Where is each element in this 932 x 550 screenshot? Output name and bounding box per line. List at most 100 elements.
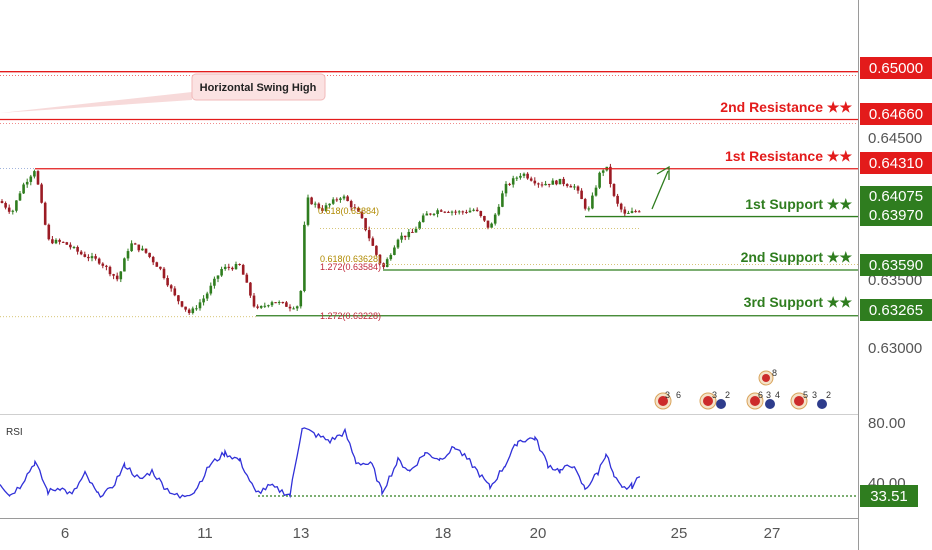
fib-label: 1.272(0.63228) <box>320 311 381 321</box>
candle-body <box>234 263 238 270</box>
candle-body <box>598 172 601 188</box>
level-badge-0.64660: 0.64660 <box>860 103 932 125</box>
candle-body <box>540 184 544 186</box>
candle-body <box>61 241 65 243</box>
candle-body <box>267 305 270 307</box>
candle-body <box>396 239 400 248</box>
candle-body <box>270 302 274 306</box>
candle-body <box>562 178 565 185</box>
candle-body <box>393 247 396 255</box>
svg-text:3: 3 <box>712 390 717 400</box>
candle-body <box>551 180 555 185</box>
time-tick: 18 <box>435 525 452 542</box>
candle-body <box>457 211 461 213</box>
candle-body <box>306 197 310 225</box>
candle-body <box>439 210 443 212</box>
candle-body <box>299 290 303 307</box>
candle-body <box>274 302 277 304</box>
candle-body <box>29 176 33 182</box>
candle-body <box>205 293 209 299</box>
candle-body <box>400 235 403 240</box>
candle-body <box>288 306 292 309</box>
candle-body <box>547 183 551 185</box>
candle-body <box>558 178 562 185</box>
event-badge[interactable]: 8 6 3 4 <box>746 368 780 410</box>
svg-text:6: 6 <box>758 390 763 400</box>
candle-body <box>537 183 540 185</box>
candle-body <box>259 305 263 308</box>
candle-body <box>630 211 634 213</box>
candle-body <box>573 186 576 188</box>
rsi-line <box>0 427 641 499</box>
candle-body <box>367 230 371 239</box>
candle-body <box>414 228 418 233</box>
candle-body <box>569 185 573 188</box>
candle-body <box>184 306 187 310</box>
candle-body <box>177 295 180 302</box>
time-tick: 13 <box>293 525 310 542</box>
level-badge-0.64075: 0.64075 <box>860 186 932 206</box>
event-badge[interactable]: 5 3 2 <box>790 390 831 410</box>
candle-body <box>123 258 126 272</box>
candle-body <box>47 224 51 240</box>
level-label-2nd-resistance: 2nd Resistance ★★ <box>720 99 852 115</box>
candle-body <box>231 267 234 270</box>
svg-text:3: 3 <box>812 390 817 400</box>
candle-body <box>324 205 328 211</box>
candle-body <box>252 295 256 307</box>
candle-body <box>15 200 18 211</box>
candle-body <box>115 275 119 280</box>
candle-body <box>0 201 4 204</box>
candle-body <box>522 173 526 176</box>
event-badge[interactable]: 3 6 <box>654 390 681 410</box>
candle-body <box>526 173 529 179</box>
candle-body <box>209 285 213 294</box>
candle-body <box>155 262 159 267</box>
candle-body <box>112 274 115 276</box>
candle-body <box>238 263 241 265</box>
candlestick-series <box>0 163 641 315</box>
candle-body <box>335 199 339 201</box>
candle-body <box>313 203 317 205</box>
level-label-1st-support: 1st Support ★★ <box>745 196 852 212</box>
candle-body <box>79 251 83 255</box>
candle-body <box>295 306 299 309</box>
candle-body <box>220 268 223 276</box>
candle-body <box>421 215 425 223</box>
level-lines <box>0 71 858 318</box>
candle-body <box>450 211 454 213</box>
candle-body <box>7 207 11 212</box>
candle-body <box>364 218 367 231</box>
candle-body <box>357 208 360 212</box>
candle-body <box>508 183 511 185</box>
candle-body <box>76 246 79 252</box>
svg-text:0.63590: 0.63590 <box>869 257 923 274</box>
candle-body <box>40 184 43 203</box>
candle-body <box>623 209 627 214</box>
price-tick: 0.63500 <box>868 272 922 289</box>
candle-body <box>576 186 580 191</box>
price-tick: 0.63000 <box>868 340 922 357</box>
candle-body <box>443 211 447 213</box>
candle-body <box>346 196 349 202</box>
candle-body <box>65 242 69 245</box>
level-badge-0.65000: 0.65000 <box>860 57 932 79</box>
candle-body <box>425 213 429 216</box>
candle-body <box>303 224 306 291</box>
candle-body <box>83 254 87 257</box>
event-badge[interactable]: 3 2 <box>699 390 730 410</box>
candle-body <box>187 309 191 314</box>
candle-body <box>180 301 184 307</box>
candle-body <box>43 202 47 225</box>
candle-body <box>97 258 101 264</box>
candle-body <box>87 256 90 259</box>
time-axis: 6 11 13 18 20 25 27 <box>61 525 781 542</box>
candle-body <box>148 252 151 257</box>
candle-body <box>241 264 245 275</box>
candle-body <box>403 235 407 238</box>
candle-body <box>529 178 533 181</box>
candle-body <box>436 210 439 214</box>
svg-text:5: 5 <box>803 390 808 400</box>
candle-body <box>627 212 630 214</box>
